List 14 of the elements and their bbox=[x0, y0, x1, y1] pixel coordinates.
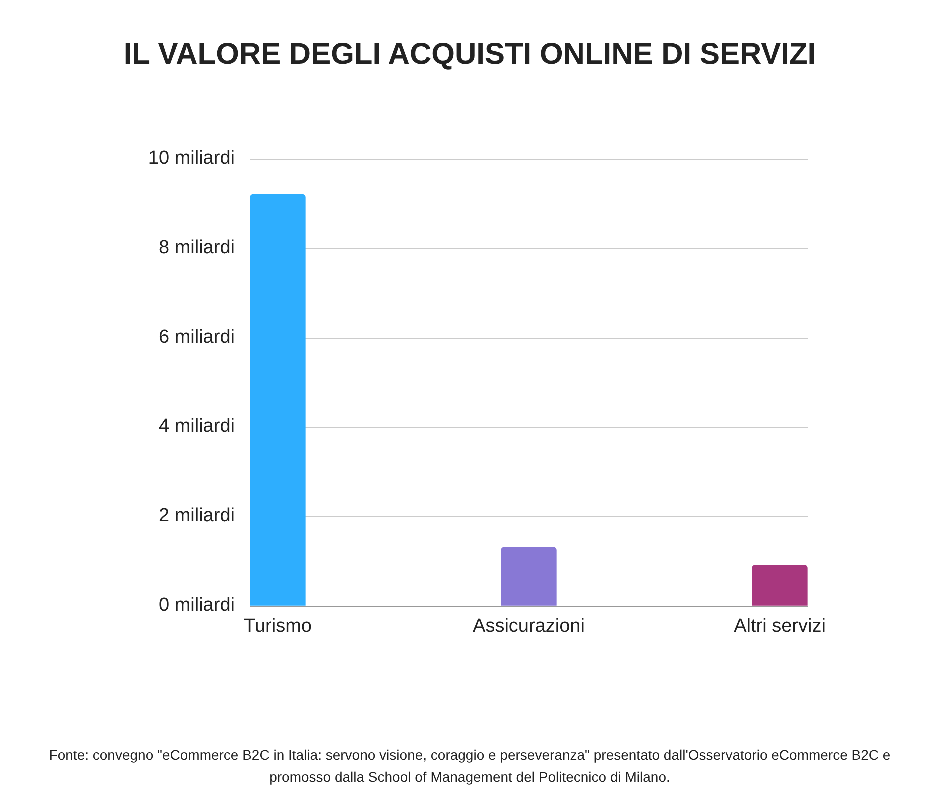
bar bbox=[501, 547, 557, 606]
y-tick-label: 8 miliardi bbox=[158, 238, 235, 259]
bar bbox=[250, 194, 306, 606]
x-tick-label: Turismo bbox=[244, 616, 312, 638]
y-tick-label: 4 miliardi bbox=[158, 416, 235, 438]
bar bbox=[752, 565, 808, 606]
y-tick-label: 6 miliardi bbox=[158, 326, 235, 348]
y-tick-label: 10 miliardi bbox=[148, 148, 235, 170]
x-tick-label: Altri servizi bbox=[734, 616, 826, 638]
y-tick-label: 2 miliardi bbox=[158, 506, 235, 527]
x-tick-label: Assicurazioni bbox=[473, 616, 585, 638]
chart-title: IL VALORE DEGLI ACQUISTI ONLINE DI SERVIZI bbox=[122, 38, 818, 72]
y-tick-label: 0 miliardi bbox=[158, 594, 235, 616]
source-note: Fonte: convegno "eCommerce B2C in Italia: servono visione, coraggio e perseveranza" presentato dall'Osservatorio eCommerce B2C e promosso dalla School of Management del Politecnico di Milano. bbox=[48, 746, 892, 787]
